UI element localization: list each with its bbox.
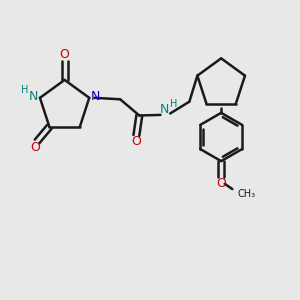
- Text: CH₃: CH₃: [237, 189, 256, 199]
- Text: O: O: [131, 136, 141, 148]
- Text: H: H: [21, 85, 28, 95]
- Text: N: N: [29, 90, 38, 103]
- Text: O: O: [216, 177, 226, 190]
- Text: H: H: [170, 99, 178, 109]
- Text: N: N: [160, 103, 169, 116]
- Text: O: O: [60, 48, 70, 61]
- Text: N: N: [91, 90, 100, 103]
- Text: O: O: [31, 142, 40, 154]
